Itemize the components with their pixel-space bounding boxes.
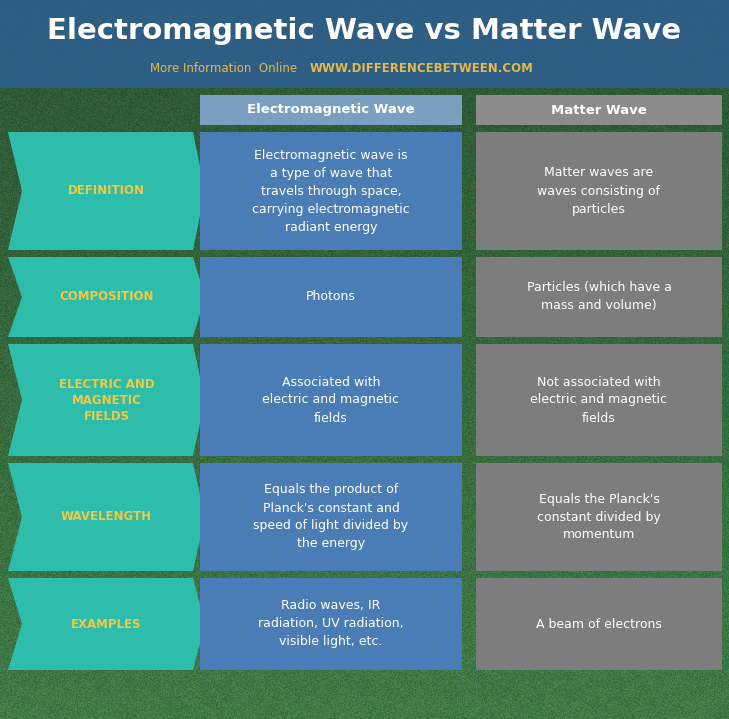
Text: WWW.DIFFERENCEBETWEEN.COM: WWW.DIFFERENCEBETWEEN.COM <box>310 62 534 75</box>
FancyBboxPatch shape <box>200 578 462 670</box>
Text: EXAMPLES: EXAMPLES <box>71 618 141 631</box>
Text: Matter waves are
waves consisting of
particles: Matter waves are waves consisting of par… <box>537 167 660 216</box>
Text: Radio waves, IR
radiation, UV radiation,
visible light, etc.: Radio waves, IR radiation, UV radiation,… <box>258 600 404 649</box>
FancyBboxPatch shape <box>200 344 462 456</box>
Polygon shape <box>8 132 205 250</box>
Text: Equals the Planck's
constant divided by
momentum: Equals the Planck's constant divided by … <box>537 493 661 541</box>
Text: Electromagnetic Wave vs Matter Wave: Electromagnetic Wave vs Matter Wave <box>47 17 682 45</box>
FancyBboxPatch shape <box>476 95 722 125</box>
FancyBboxPatch shape <box>200 257 462 337</box>
Text: Photons: Photons <box>306 290 356 303</box>
Text: ELECTRIC AND
MAGNETIC
FIELDS: ELECTRIC AND MAGNETIC FIELDS <box>59 377 155 423</box>
Text: Associated with
electric and magnetic
fields: Associated with electric and magnetic fi… <box>262 375 399 424</box>
FancyBboxPatch shape <box>476 463 722 571</box>
FancyBboxPatch shape <box>476 578 722 670</box>
FancyBboxPatch shape <box>200 132 462 250</box>
Text: Electromagnetic Wave: Electromagnetic Wave <box>247 104 415 116</box>
FancyBboxPatch shape <box>476 132 722 250</box>
Text: WAVELENGTH: WAVELENGTH <box>61 510 152 523</box>
Text: COMPOSITION: COMPOSITION <box>59 290 154 303</box>
Text: Equals the product of
Planck's constant and
speed of light divided by
the energy: Equals the product of Planck's constant … <box>254 483 408 551</box>
Polygon shape <box>8 257 205 337</box>
Text: Particles (which have a
mass and volume): Particles (which have a mass and volume) <box>526 282 671 313</box>
Polygon shape <box>8 344 205 456</box>
FancyBboxPatch shape <box>476 344 722 456</box>
Polygon shape <box>8 578 205 670</box>
Text: DEFINITION: DEFINITION <box>68 185 145 198</box>
FancyBboxPatch shape <box>200 95 462 125</box>
FancyBboxPatch shape <box>200 463 462 571</box>
Text: More Information  Online: More Information Online <box>150 62 305 75</box>
Text: Electromagnetic wave is
a type of wave that
travels through space,
carrying elec: Electromagnetic wave is a type of wave t… <box>252 149 410 234</box>
Text: Not associated with
electric and magnetic
fields: Not associated with electric and magneti… <box>531 375 668 424</box>
Text: Matter Wave: Matter Wave <box>551 104 647 116</box>
FancyBboxPatch shape <box>0 0 729 88</box>
Polygon shape <box>8 463 205 571</box>
FancyBboxPatch shape <box>476 257 722 337</box>
Text: A beam of electrons: A beam of electrons <box>536 618 662 631</box>
